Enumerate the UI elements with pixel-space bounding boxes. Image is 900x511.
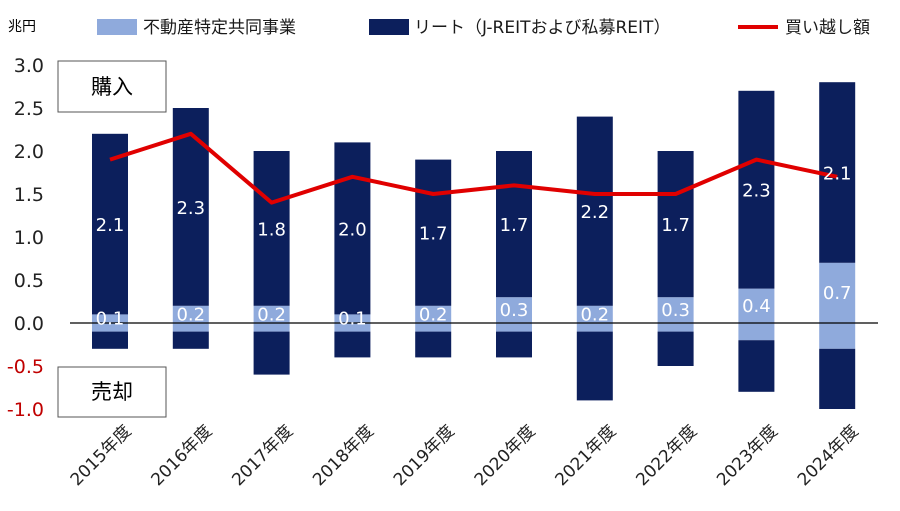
data-label-reit: 2.3 bbox=[176, 198, 205, 219]
x-tick-label: 2024年度 bbox=[794, 421, 863, 490]
data-label-joint-business: 0.3 bbox=[500, 300, 529, 321]
bar-joint-business-purchase bbox=[576, 305, 613, 323]
x-tick-label: 2016年度 bbox=[148, 421, 217, 490]
data-label-joint-business: 0.1 bbox=[96, 309, 125, 330]
bar-reit-purchase bbox=[657, 151, 694, 298]
bar-joint-business-sale bbox=[415, 323, 452, 332]
legend-label-joint-business: 不動産特定共同事業 bbox=[143, 18, 296, 38]
bar-reit-purchase bbox=[738, 90, 775, 289]
bar-joint-business-sale bbox=[738, 323, 775, 341]
bar-reit-purchase bbox=[172, 108, 209, 306]
bar-joint-business-sale bbox=[819, 323, 856, 349]
bar-joint-business-purchase bbox=[334, 314, 371, 323]
bar-joint-business-sale bbox=[657, 323, 694, 332]
bar-joint-business-purchase bbox=[415, 305, 452, 323]
bar-joint-business-purchase bbox=[496, 297, 532, 323]
purchase-annotation-box bbox=[57, 60, 167, 113]
data-label-reit: 2.1 bbox=[823, 164, 852, 185]
data-label-joint-business: 0.1 bbox=[338, 309, 367, 330]
y-tick-label: -0.5 bbox=[7, 356, 44, 378]
x-tick-label: 2021年度 bbox=[552, 421, 621, 490]
x-tick-label: 2022年度 bbox=[632, 421, 701, 490]
sale-annotation-text: 売却 bbox=[91, 380, 133, 404]
data-label-reit: 2.1 bbox=[96, 215, 125, 236]
bar-joint-business-purchase bbox=[657, 297, 694, 323]
data-label-reit: 1.7 bbox=[500, 215, 529, 236]
data-label-joint-business: 0.3 bbox=[661, 300, 690, 321]
bar-joint-business-sale bbox=[172, 323, 209, 332]
bar-joint-business-purchase bbox=[253, 305, 290, 323]
y-tick-label: 2.0 bbox=[14, 141, 44, 163]
y-tick-label: 2.5 bbox=[14, 98, 44, 120]
bar-joint-business-purchase bbox=[738, 288, 775, 323]
bar-reit-sale bbox=[172, 331, 209, 349]
legend-label-reit: リート（J-REITおよび私募REIT） bbox=[414, 18, 670, 38]
bar-joint-business-sale bbox=[496, 323, 532, 332]
data-label-reit: 1.7 bbox=[419, 224, 448, 245]
x-tick-label: 2020年度 bbox=[471, 421, 540, 490]
y-tick-label: 3.0 bbox=[14, 55, 44, 77]
data-label-reit: 1.7 bbox=[661, 215, 690, 236]
data-label-reit: 2.3 bbox=[742, 181, 771, 202]
bar-joint-business-purchase bbox=[92, 314, 128, 323]
y-tick-label: -1.0 bbox=[7, 399, 44, 421]
legend-swatch-joint-business bbox=[97, 19, 137, 35]
data-label-joint-business: 0.2 bbox=[419, 304, 448, 325]
bar-reit-purchase bbox=[92, 133, 128, 315]
bar-joint-business-purchase bbox=[819, 262, 856, 323]
data-label-reit: 2.2 bbox=[580, 202, 609, 223]
bar-reit-sale bbox=[415, 331, 452, 358]
y-tick-label: 0.0 bbox=[14, 313, 44, 335]
y-axis: 3.0 2.5 2.0 1.5 1.0 0.5 0.0 -0.5 -1.0 bbox=[7, 55, 44, 421]
sale-annotation: 売却 bbox=[57, 366, 167, 418]
bar-reit-sale bbox=[253, 331, 290, 375]
bar-joint-business-sale bbox=[253, 323, 290, 332]
bar-reit-sale bbox=[496, 331, 532, 358]
x-tick-label: 2018年度 bbox=[309, 421, 378, 490]
data-label-joint-business: 0.2 bbox=[580, 304, 609, 325]
bar-reit-sale bbox=[92, 331, 128, 349]
x-tick-label: 2023年度 bbox=[713, 421, 782, 490]
x-tick-label: 2015年度 bbox=[67, 421, 136, 490]
data-label-joint-business: 0.4 bbox=[742, 296, 771, 317]
net-purchase-line bbox=[109, 131, 838, 205]
data-label-joint-business: 0.7 bbox=[823, 283, 852, 304]
bar-reit-purchase bbox=[253, 151, 290, 306]
x-axis: 2015年度 2016年度 2017年度 2018年度 2019年度 2020年度 2021… bbox=[67, 421, 863, 490]
y-tick-label: 1.5 bbox=[14, 184, 44, 206]
legend: 不動産特定共同事業 リート（J-REITおよび私募REIT） 買い越し額 bbox=[97, 18, 870, 38]
x-tick-label: 2019年度 bbox=[390, 421, 459, 490]
bar-reit-purchase bbox=[415, 159, 452, 306]
bars-layer bbox=[92, 82, 856, 409]
legend-swatch-reit bbox=[369, 19, 409, 35]
bar-reit-purchase bbox=[334, 142, 371, 315]
bar-reit-purchase bbox=[496, 151, 532, 298]
data-label-joint-business: 0.2 bbox=[257, 304, 286, 325]
bar-reit-sale bbox=[819, 348, 856, 409]
bar-joint-business-purchase bbox=[172, 305, 209, 323]
y-tick-label: 1.0 bbox=[14, 227, 44, 249]
data-label-reit: 2.0 bbox=[338, 219, 367, 240]
data-label-reit: 1.8 bbox=[257, 219, 286, 240]
bar-reit-purchase bbox=[576, 116, 613, 306]
bar-reit-sale bbox=[576, 331, 613, 401]
legend-label-net-purchase: 買い越し額 bbox=[785, 18, 870, 38]
bar-joint-business-sale bbox=[334, 323, 371, 332]
data-label-joint-business: 0.2 bbox=[176, 304, 205, 325]
unit-label: 兆円 bbox=[8, 19, 36, 35]
bar-joint-business-sale bbox=[576, 323, 613, 332]
bar-reit-sale bbox=[657, 331, 694, 366]
net-purchase-line-layer bbox=[109, 131, 838, 205]
x-tick-label: 2017年度 bbox=[228, 421, 297, 490]
bar-joint-business-sale bbox=[92, 323, 128, 332]
purchase-annotation: 購入 bbox=[57, 60, 167, 113]
y-tick-label: 0.5 bbox=[14, 270, 44, 292]
sale-annotation-box bbox=[57, 366, 167, 418]
data-labels-layer: 0.1 2.1 0.2 2.3 0.2 1.8 0.1 2.0 0.2 1.7 0.3 1.7 0.2 2… bbox=[96, 164, 852, 330]
bar-reit-sale bbox=[738, 340, 775, 392]
purchase-annotation-text: 購入 bbox=[91, 75, 133, 99]
bar-reit-sale bbox=[334, 331, 371, 358]
